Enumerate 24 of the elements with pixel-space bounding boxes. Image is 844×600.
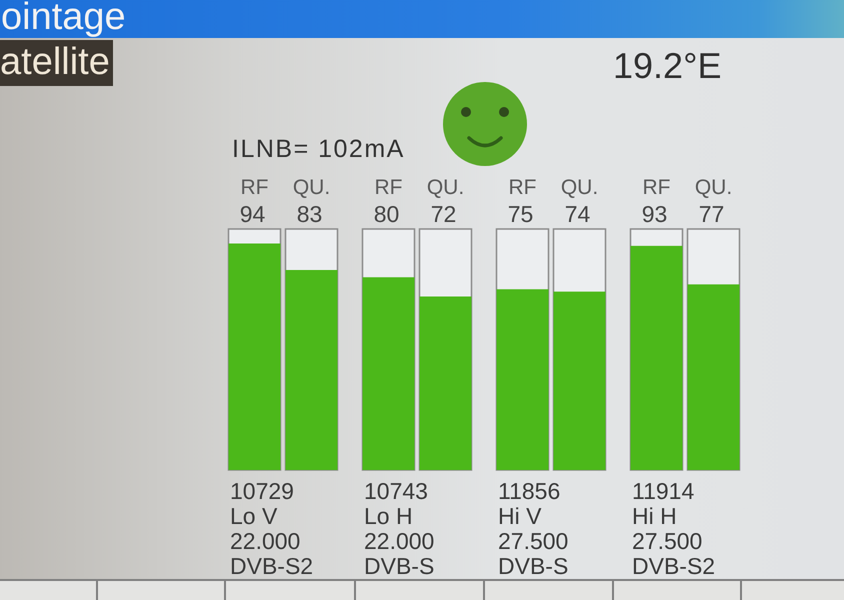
text: QU. — [292, 176, 330, 199]
x-tick-label: 11856 Hi V 27.500 DVB-S — [498, 478, 568, 579]
chart-title: ointage — [1, 0, 126, 38]
text: RF — [240, 176, 268, 199]
text: RF — [642, 176, 670, 199]
data-label: 94 — [240, 201, 266, 227]
data-label: 80 — [374, 201, 400, 227]
text: 19.2°E — [613, 45, 722, 86]
text: QU. — [694, 176, 732, 199]
text: RF — [508, 176, 536, 199]
x-tick-label: 11914 Hi H 27.500 DVB-S2 — [632, 478, 716, 579]
data-label: 74 — [564, 201, 590, 227]
data-label: 83 — [296, 201, 322, 227]
data-label: 77 — [698, 201, 724, 227]
x-tick-label: 10743 Lo H 22.000 DVB-S — [364, 478, 434, 579]
text: QU. — [560, 176, 598, 199]
data-label: 75 — [508, 201, 534, 227]
chart-subtitle: atellite — [0, 40, 113, 86]
text: ILNB= 102mA — [232, 135, 405, 164]
data-label: 72 — [430, 201, 456, 227]
text: QU. — [426, 176, 464, 199]
data-label: 93 — [642, 201, 668, 227]
text: RF — [374, 176, 402, 199]
x-tick-label: 10729 Lo V 22.000 DVB-S2 — [230, 478, 314, 579]
